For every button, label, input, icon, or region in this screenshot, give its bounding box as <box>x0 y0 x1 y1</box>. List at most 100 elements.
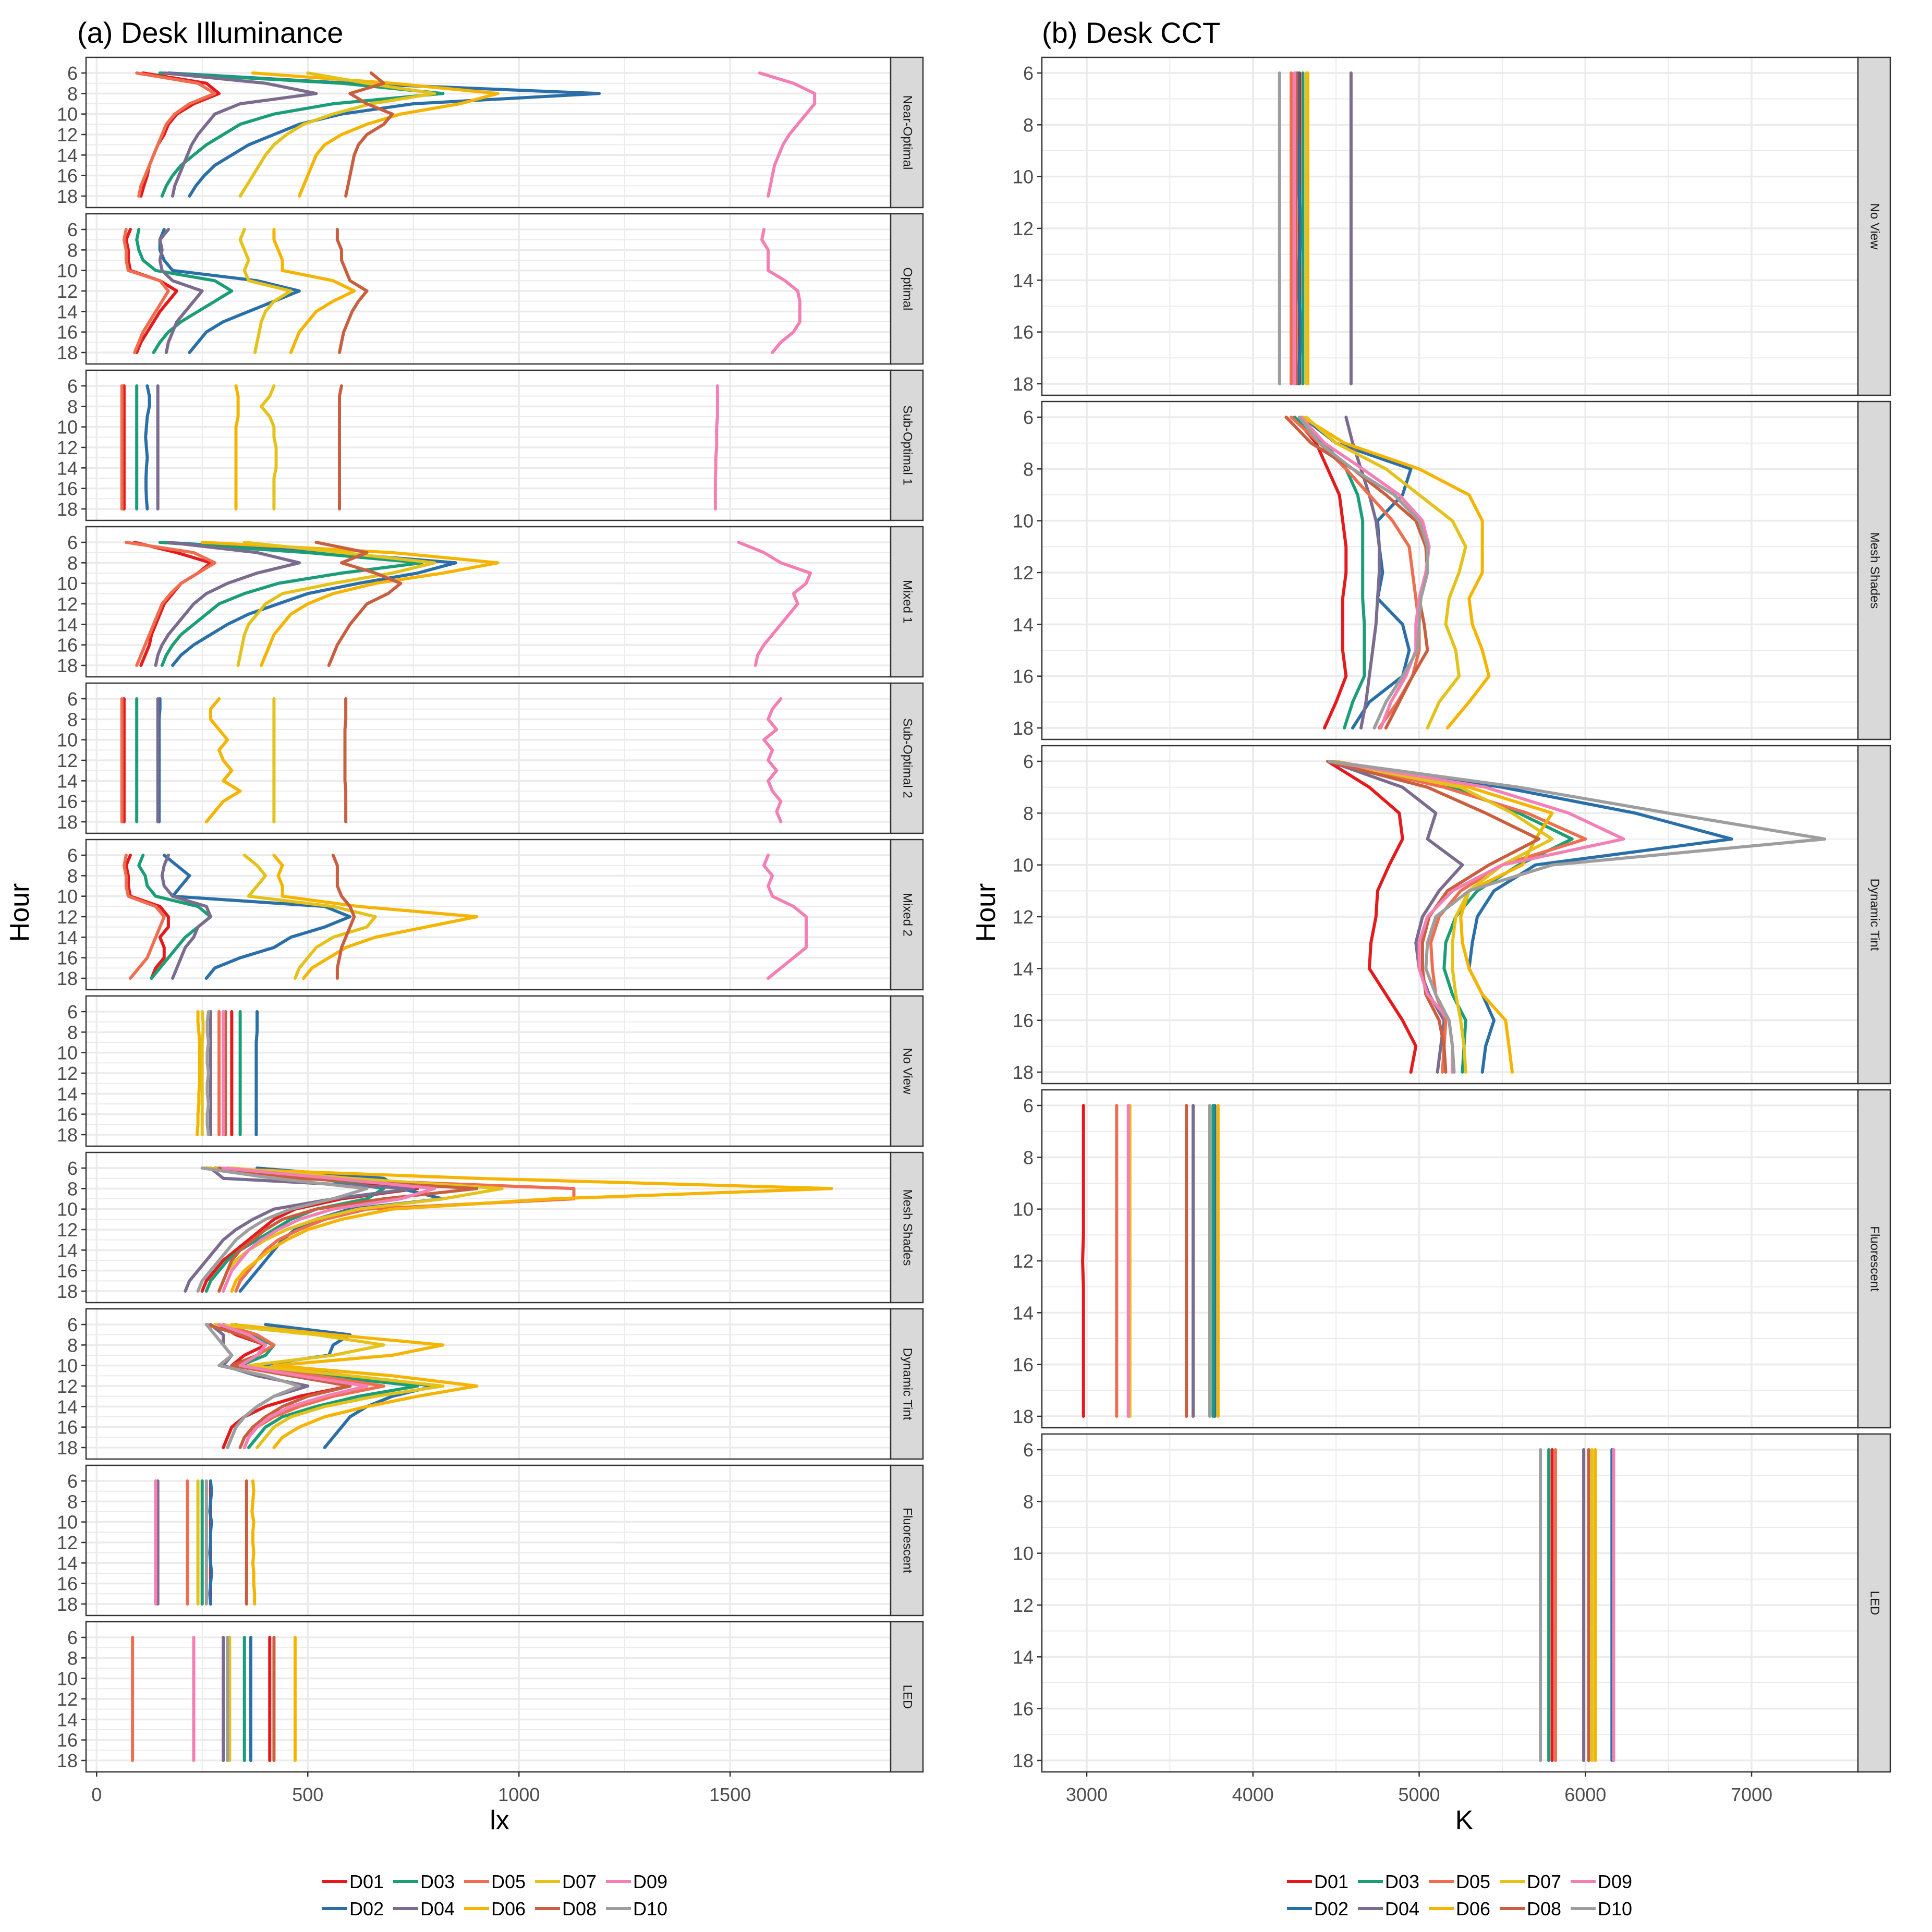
y-tick-label: 10 <box>57 104 78 125</box>
series-line-d07 <box>200 1010 205 1136</box>
series-line-d07 <box>238 71 436 198</box>
facet-strip <box>890 1151 924 1304</box>
facet-strip-label: Mixed 2 <box>901 893 915 937</box>
panel-background <box>1042 1434 1858 1772</box>
y-tick-label: 16 <box>1013 1698 1034 1720</box>
series-line-d07 <box>1304 416 1467 730</box>
y-tick-label: 6 <box>67 375 78 397</box>
y-tick-label: 18 <box>57 342 78 363</box>
series-line-d06 <box>200 1167 833 1293</box>
x-tick-label: 3000 <box>1066 1784 1108 1805</box>
y-tick-label: 10 <box>1013 166 1034 188</box>
y-tick-label: 18 <box>57 1124 78 1146</box>
series-line-d09 <box>217 1323 369 1449</box>
facet-strip-label: LED <box>901 1685 915 1709</box>
series-line-d09 <box>762 854 808 980</box>
y-tick-label: 18 <box>57 499 78 520</box>
y-tick-label: 16 <box>1013 322 1034 343</box>
series-line-d01 <box>1326 760 1418 1074</box>
y-tick-label: 8 <box>67 552 78 574</box>
series-line-d04 <box>160 854 212 980</box>
legend-label-d05: D05 <box>1456 1871 1490 1892</box>
series-line-d07 <box>260 384 278 511</box>
y-tick-label: 6 <box>67 1627 78 1648</box>
series-line-d06 <box>1334 760 1554 1074</box>
y-tick-label: 12 <box>1013 218 1034 239</box>
series-line-d06 <box>1301 416 1491 730</box>
series-line-d03 <box>204 1167 385 1293</box>
x-tick-label: 6000 <box>1564 1784 1606 1805</box>
legend-label-d06: D06 <box>491 1898 526 1919</box>
panel-background <box>86 1622 891 1772</box>
chart-a-x-axis: 0 500 1000 1500 <box>91 1772 751 1805</box>
y-tick-label: 6 <box>67 845 78 866</box>
series-line-d01 <box>1293 416 1348 730</box>
y-tick-label: 18 <box>1013 1062 1034 1083</box>
facet-strip <box>1857 745 1891 1085</box>
series-line-d05 <box>122 854 166 980</box>
y-tick-label: 18 <box>57 1437 78 1459</box>
y-tick-label: 6 <box>67 688 78 710</box>
panel-b-dynamic-tint: 6 8 10 12 14 16 18 Dynamic Tint <box>1013 745 1891 1085</box>
facet-strip-label: Optimal <box>901 268 915 311</box>
legend-label-d03: D03 <box>420 1871 455 1892</box>
facet-strip-label: Sub-Optimal 1 <box>901 405 915 485</box>
chart-b-x-axis: 3000 4000 5000 6000 7000 <box>1066 1772 1772 1805</box>
facet-strip-label: Mixed 1 <box>901 580 915 624</box>
series-line-d06 <box>204 697 242 823</box>
y-tick-label: 14 <box>57 301 78 322</box>
series-line-d09 <box>1299 416 1431 730</box>
series-line-d01 <box>124 854 170 980</box>
facet-strip <box>1857 400 1891 740</box>
legend-label-d10: D10 <box>633 1898 667 1919</box>
series-line-d02 <box>208 1479 213 1606</box>
y-tick-label: 10 <box>57 417 78 438</box>
y-tick-label: 14 <box>1013 1646 1034 1668</box>
x-tick-label: 5000 <box>1398 1784 1440 1805</box>
y-tick-label: 16 <box>57 322 78 343</box>
y-tick-label: 8 <box>67 1022 78 1043</box>
series-line-d02 <box>1296 71 1302 385</box>
y-tick-label: 18 <box>57 811 78 833</box>
y-tick-label: 18 <box>57 1594 78 1615</box>
x-tick-label: 0 <box>91 1784 102 1805</box>
x-tick-label: 500 <box>292 1784 323 1805</box>
series-line-d10 <box>205 1010 210 1136</box>
y-tick-label: 12 <box>57 1376 78 1397</box>
chart-b-title: (b) Desk CCT <box>1042 16 1220 49</box>
y-tick-label: 8 <box>67 1491 78 1512</box>
y-tick-label: 18 <box>57 968 78 989</box>
x-tick-label: 1500 <box>709 1784 751 1805</box>
series-line-d08 <box>217 1167 479 1293</box>
legend-label-d09: D09 <box>1598 1871 1632 1892</box>
y-tick-label: 6 <box>1023 1095 1034 1116</box>
chart-b-xlabel: K <box>1455 1805 1474 1836</box>
y-tick-label: 14 <box>57 1552 78 1574</box>
facet-strip <box>890 213 924 365</box>
legend-label-d07: D07 <box>1527 1871 1561 1892</box>
series-line-d06 <box>250 1479 257 1606</box>
facet-strip-label: LED <box>1868 1591 1882 1615</box>
legend-label-d02: D02 <box>349 1898 384 1919</box>
series-line-d09 <box>762 697 783 823</box>
series-line-d03 <box>135 228 234 354</box>
y-tick-label: 14 <box>57 144 78 166</box>
y-tick-label: 16 <box>57 1104 78 1125</box>
y-tick-label: 18 <box>57 1281 78 1302</box>
facet-strip-label: Fluorescent <box>901 1508 915 1573</box>
series-line-d05 <box>135 71 216 198</box>
y-tick-label: 18 <box>1013 1750 1034 1771</box>
series-line-d10 <box>204 1323 301 1449</box>
y-tick-label: 12 <box>57 593 78 615</box>
y-tick-label: 10 <box>57 1199 78 1220</box>
facet-strip <box>890 995 924 1147</box>
legend-label-d08: D08 <box>562 1898 597 1919</box>
y-tick-label: 8 <box>67 1647 78 1669</box>
y-tick-label: 10 <box>1013 1543 1034 1564</box>
series-line-d07 <box>238 228 293 354</box>
